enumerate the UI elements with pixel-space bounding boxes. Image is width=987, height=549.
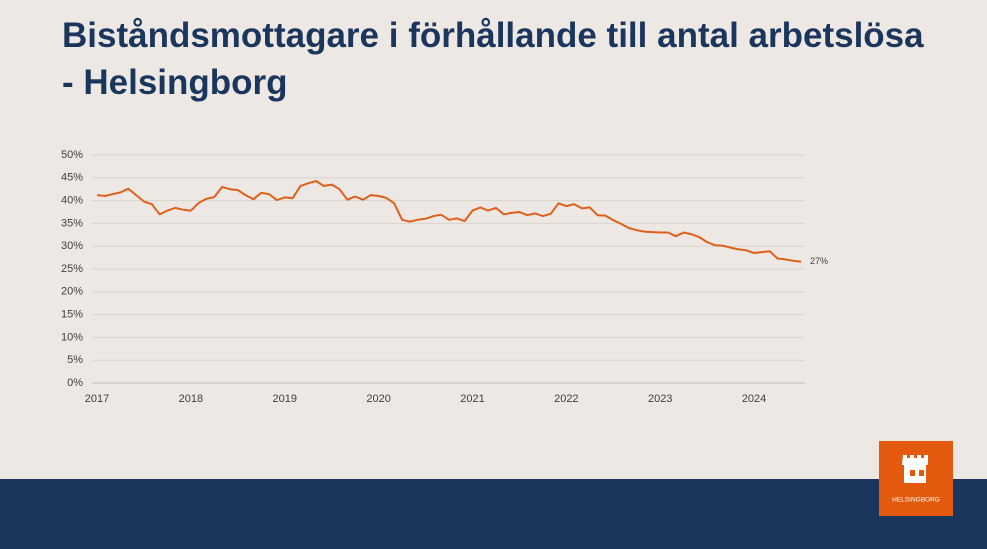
footer-band [0,479,987,549]
x-tick-label: 2018 [179,393,203,405]
y-tick-label: 50% [61,149,83,161]
y-tick-label: 10% [61,331,83,343]
y-tick-label: 45% [61,172,83,184]
x-tick-label: 2020 [366,393,390,405]
y-tick-label: 20% [61,286,83,298]
logo-window [919,470,924,476]
x-tick-label: 2017 [85,393,109,405]
y-tick-label: 5% [67,354,83,366]
x-tick-label: 2023 [648,393,672,405]
y-tick-label: 15% [61,309,83,321]
x-tick-label: 2021 [460,393,484,405]
y-tick-label: 25% [61,263,83,275]
x-tick-label: 2022 [554,393,578,405]
data-line [96,180,802,263]
x-tick-label: 2019 [272,393,296,405]
logo: HELSINGBORG [879,441,953,516]
chart-title: Biståndsmottagare i förhållande till ant… [62,16,924,102]
logo-window [910,470,915,476]
y-tick-label: 40% [61,195,83,207]
data-label: 27% [810,256,828,266]
logo-castle [902,455,928,483]
y-tick-label: 35% [61,217,83,229]
x-tick-label: 2024 [742,393,766,405]
y-tick-label: 0% [67,377,83,389]
logo-text: HELSINGBORG [892,497,940,504]
y-tick-label: 30% [61,240,83,252]
